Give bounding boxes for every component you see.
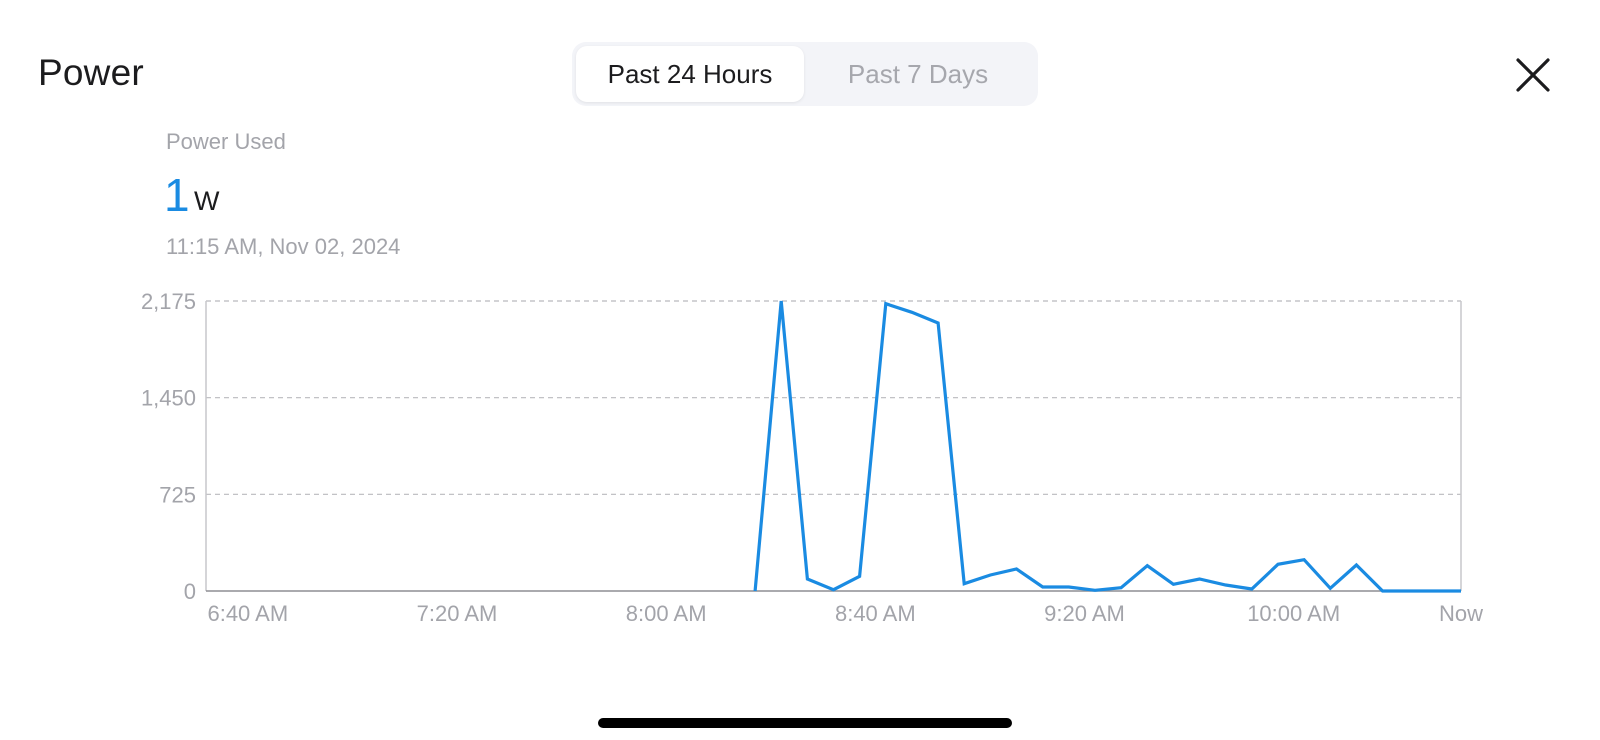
close-icon-glyph: [1516, 58, 1550, 92]
x-tick-label: Now: [1439, 601, 1483, 626]
time-range-segmented-control: Past 24 Hours Past 7 Days: [572, 42, 1038, 106]
page-title: Power: [38, 52, 144, 93]
y-tick-label: 2,175: [141, 289, 196, 314]
x-tick-label: 8:40 AM: [835, 601, 916, 626]
x-tick-label: 10:00 AM: [1247, 601, 1340, 626]
y-tick-label: 0: [184, 579, 196, 604]
power-series-line: [753, 300, 1461, 593]
home-indicator: [598, 718, 1012, 728]
x-tick-label: 7:20 AM: [417, 601, 498, 626]
metric-timestamp: 11:15 AM, Nov 02, 2024: [166, 234, 401, 259]
metric-unit: W: [194, 186, 220, 216]
x-tick-label: 8:00 AM: [626, 601, 707, 626]
close-icon[interactable]: [1514, 56, 1552, 94]
x-tick-label: 9:20 AM: [1044, 601, 1125, 626]
tab-past-7-days[interactable]: Past 7 Days: [847, 58, 989, 89]
metric-value: 1: [164, 169, 190, 221]
metric-label: Power Used: [166, 129, 286, 154]
y-tick-label: 1,450: [141, 386, 196, 411]
y-tick-label: 725: [159, 482, 196, 507]
tab-past-24-hours[interactable]: Past 24 Hours: [576, 46, 804, 102]
x-tick-label: 6:40 AM: [207, 601, 288, 626]
